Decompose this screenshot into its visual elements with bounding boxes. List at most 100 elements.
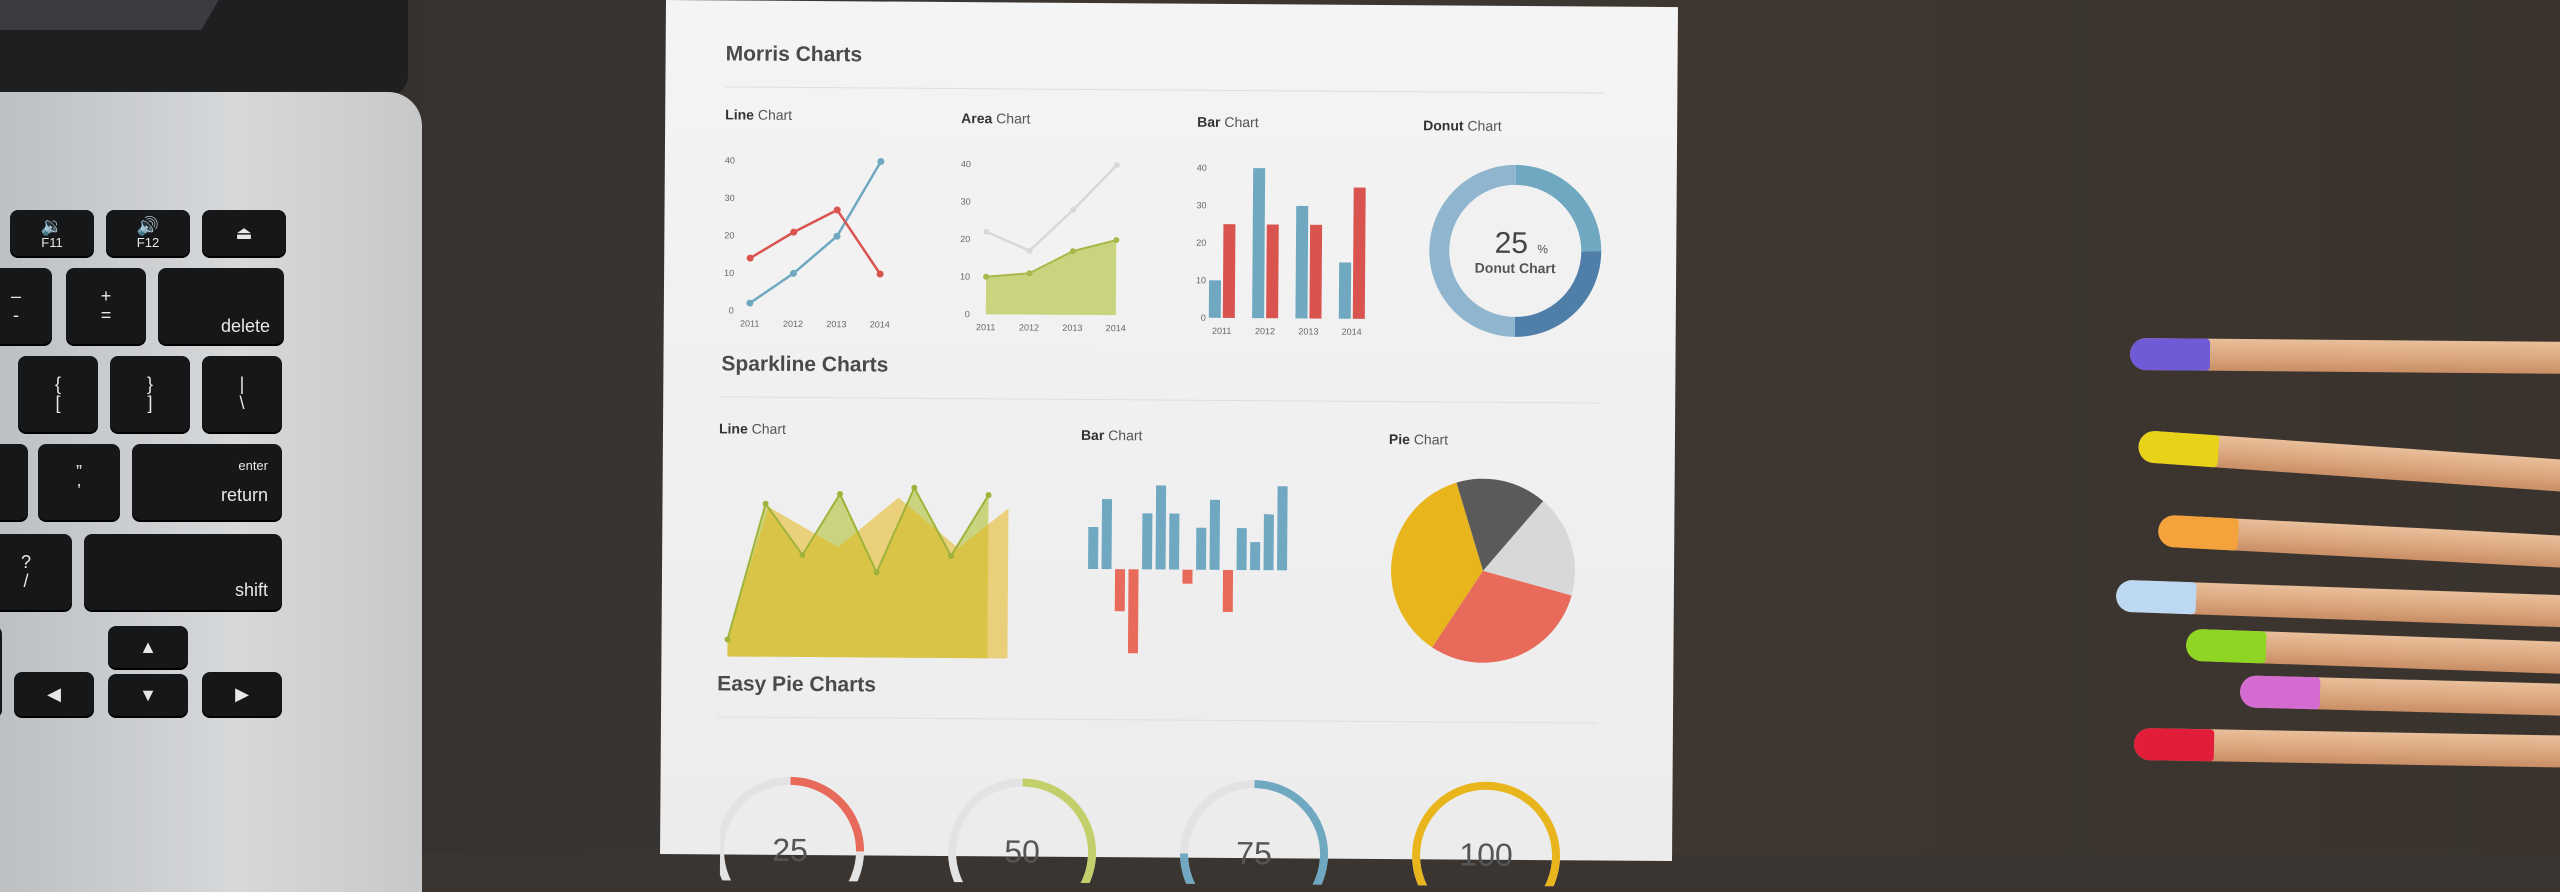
morris-bar-ytick: 0 — [1201, 313, 1206, 323]
key-brace-right[interactable]: } ] — [110, 356, 190, 432]
sparkline-bar — [1277, 486, 1288, 571]
key-f11[interactable]: 🔉 F11 — [10, 210, 94, 256]
area-point-upper — [983, 228, 990, 235]
morris-bar-xtick: 2012 — [1255, 326, 1275, 336]
arrow-left-icon: ◀ — [47, 683, 61, 704]
morris-area-ytick: 10 — [960, 272, 970, 282]
donut-slice-1 — [1514, 251, 1602, 337]
bar-2012-0 — [1252, 168, 1266, 319]
morris-charts-title: Morris Charts — [725, 42, 863, 67]
sparkline-line — [726, 485, 990, 640]
sparkline-line-label-rest: Chart — [747, 420, 786, 437]
morris-line-ytick: 0 — [729, 305, 734, 315]
morris-donut-label-bold: Donut — [1423, 117, 1464, 134]
key-brace-left[interactable]: { [ — [18, 356, 98, 432]
sparkline-pie-label: Pie Chart — [1389, 431, 1448, 447]
area-fill — [985, 240, 1117, 316]
key-f12[interactable]: 🔊 F12 — [106, 210, 190, 256]
donut-center-label: Donut Chart — [1475, 260, 1556, 277]
sparkline-bar — [1142, 513, 1153, 570]
key-eject[interactable]: ⏏ — [202, 210, 286, 256]
pie-slice-1 — [1432, 570, 1572, 663]
morris-line-ytick: 20 — [724, 230, 734, 240]
line-point — [833, 206, 841, 214]
sparkline-bar — [1209, 499, 1221, 570]
morris-bar-xtick: 2011 — [1212, 326, 1231, 336]
easy-pie-value: 25 — [772, 832, 808, 868]
divider — [725, 86, 1606, 94]
key-slash[interactable]: ? / — [0, 534, 72, 610]
area-point-upper — [1026, 247, 1033, 254]
area-point — [1069, 248, 1076, 255]
key-slash-bottom: / — [23, 571, 29, 591]
key-option-edge[interactable] — [0, 626, 2, 716]
key-return[interactable]: enter return — [132, 444, 282, 520]
key-plus[interactable]: + = — [66, 268, 146, 344]
donut-center-unit: % — [1537, 242, 1548, 256]
key-brace-left-top: { — [54, 374, 61, 395]
morris-area-label-rest: Chart — [992, 110, 1031, 127]
morris-area-label: Area Chart — [961, 110, 1030, 126]
morris-bar-ytick: 40 — [1197, 163, 1207, 173]
bar-2011-1 — [1222, 224, 1236, 318]
line-point — [790, 228, 798, 236]
chart-printout: Morris Charts Line Chart Area Chart Bar … — [660, 0, 1678, 887]
arrow-up-icon: ▲ — [139, 636, 157, 657]
key-delete-label: delete — [220, 316, 270, 337]
pie-slice-2 — [1483, 501, 1575, 596]
sparkline-area-chart — [724, 484, 1009, 659]
key-delete[interactable]: delete — [158, 268, 284, 344]
key-shift[interactable]: shift — [84, 534, 282, 610]
sparkline-bar — [1127, 569, 1139, 654]
morris-line-xtick: 2011 — [740, 319, 759, 329]
key-arrow-right[interactable]: ▶ — [202, 672, 282, 716]
sparkline-bar-label: Bar Chart — [1081, 427, 1143, 443]
sparkline-bar — [1155, 485, 1167, 570]
morris-line-ytick: 10 — [724, 268, 734, 278]
sparkline-area-upper — [727, 497, 1009, 659]
morris-bar-ytick: 20 — [1196, 238, 1206, 248]
line-point — [877, 158, 885, 166]
key-enter-label: enter — [238, 457, 268, 473]
easy-pie-charts-title: Easy Pie Charts — [717, 672, 877, 697]
sparkline-bar-chart — [1088, 485, 1288, 654]
key-pipe[interactable]: | \ — [202, 356, 282, 432]
morris-line-label-rest: Chart — [753, 106, 793, 123]
easy-pie-value: 100 — [1459, 837, 1513, 873]
key-quote[interactable]: ” ’ — [38, 444, 120, 520]
area-point-upper — [1070, 206, 1077, 213]
eject-icon: ⏏ — [235, 222, 253, 243]
key-minus-bottom: - — [13, 305, 19, 325]
pencil-purple — [2129, 337, 2560, 375]
key-minus[interactable]: – - — [0, 268, 52, 344]
morris-donut-chart: 25 % Donut Chart — [1429, 164, 1602, 337]
arrow-right-icon: ▶ — [235, 683, 249, 704]
volume-down-icon: 🔉 — [40, 215, 64, 236]
morris-line-xtick: 2014 — [870, 319, 890, 329]
key-plus-bottom: = — [100, 305, 112, 325]
arrow-down-icon: ▼ — [139, 684, 157, 705]
sparkline-bar-label-rest: Chart — [1104, 427, 1143, 444]
area-point — [1113, 237, 1120, 244]
key-arrow-up[interactable]: ▲ — [108, 626, 188, 668]
morris-bar-chart: 40 30 20 10 0 2011 2012 2013 2014 — [1196, 163, 1366, 337]
sparkline-charts-title: Sparkline Charts — [721, 352, 889, 377]
bar-2013-1 — [1309, 224, 1323, 319]
key-plus-top: + — [100, 286, 112, 307]
sparkline-point — [947, 553, 954, 560]
line-point — [746, 299, 754, 307]
key-semicolon-edge[interactable] — [0, 444, 28, 520]
line-point — [746, 254, 754, 262]
volume-up-icon: 🔊 — [136, 215, 160, 236]
donut-hole — [1450, 185, 1581, 316]
morris-bar-xtick: 2013 — [1298, 326, 1318, 336]
pie-slice-0 — [1391, 482, 1484, 648]
morris-area-ytick: 0 — [965, 309, 970, 319]
morris-bar-label-bold: Bar — [1197, 113, 1221, 130]
key-quote-bottom: ’ — [77, 481, 81, 501]
key-arrow-left[interactable]: ◀ — [14, 672, 94, 716]
morris-donut-label: Donut Chart — [1423, 117, 1502, 134]
easy-pie-charts: 25 50 75 100 — [719, 776, 1561, 887]
key-arrow-down[interactable]: ▼ — [108, 674, 188, 716]
